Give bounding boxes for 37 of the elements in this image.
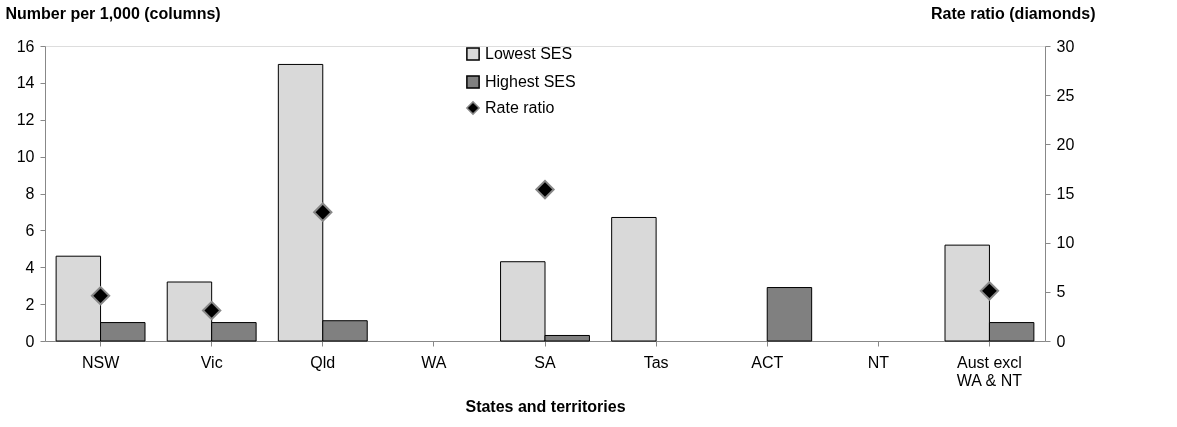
y-tick-label: 4: [25, 258, 35, 276]
point: [313, 202, 333, 222]
point: [979, 281, 1000, 301]
y2-axis-title: Rate ratio (diamonds): [931, 4, 1096, 22]
y-tick-label: 14: [16, 74, 35, 92]
x-tick-label: SA: [534, 353, 556, 371]
y-tick-label: 2: [25, 295, 35, 313]
y2-tick-label: 5: [1056, 283, 1066, 301]
legend-label: Highest SES: [485, 73, 576, 90]
y-tick-label: 12: [16, 111, 35, 129]
x-tick-label: NSW: [81, 353, 121, 371]
y2-tick-label: 0: [1056, 332, 1066, 350]
y-tick-label: 10: [16, 148, 35, 166]
bar: [611, 216, 657, 342]
y-tick-label: 6: [25, 221, 35, 239]
legend-label: Lowest SES: [485, 45, 573, 62]
y2-tick-label: 10: [1056, 234, 1075, 252]
y-tick-label: 16: [16, 37, 35, 55]
legend-label: Rate ratio: [485, 99, 555, 116]
x-tick-label: NT: [867, 353, 890, 371]
y-tick-label: 0: [25, 332, 35, 350]
point: [535, 179, 555, 200]
y-tick-label: 8: [25, 185, 35, 202]
x-tick-label: ACT: [751, 353, 784, 371]
x-tick-label: WA: [421, 353, 447, 371]
x-axis-title: States and territories: [465, 397, 626, 415]
point: [90, 286, 111, 306]
point: [202, 300, 222, 321]
y2-tick-label: 25: [1056, 86, 1075, 104]
y-axis-title: Number per 1,000 (columns): [5, 4, 221, 22]
x-tick-label: Aust excl WA & NT: [956, 353, 1023, 389]
y2-tick-label: 20: [1056, 135, 1075, 153]
y2-tick-label: 30: [1056, 37, 1075, 55]
x-tick-label: Tas: [643, 353, 669, 371]
y2-tick-label: 15: [1056, 185, 1075, 202]
x-tick-label: Qld: [310, 353, 336, 371]
x-tick-label: Vic: [200, 353, 223, 371]
